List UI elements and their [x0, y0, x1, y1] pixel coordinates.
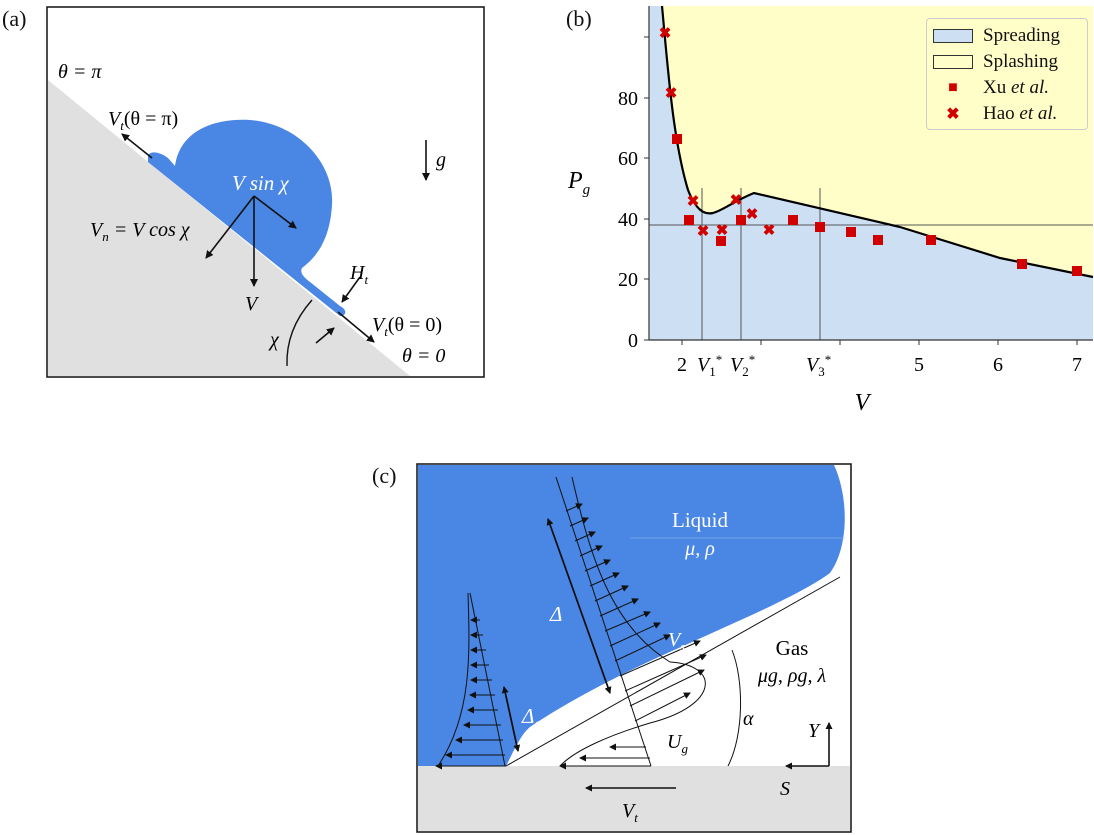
panel-a-diagram: θ = π Vt(θ = π) V sin χ Vn = V cos χ V g…	[46, 6, 485, 378]
xtick-v2: V2*	[730, 352, 755, 379]
ug-label: Ug	[667, 731, 688, 756]
g-label: g	[436, 149, 446, 171]
splashing-swatch	[933, 55, 973, 69]
legend-item-splashing: Splashing	[933, 49, 1081, 75]
boundary-curve	[660, 5, 1094, 279]
legend-suffix: et al.	[1006, 77, 1049, 98]
legend-label: Splashing	[983, 51, 1058, 72]
delta-a-label: Δa	[521, 704, 541, 732]
legend-label: Hao	[983, 103, 1015, 124]
vt-label: Vt	[622, 800, 638, 825]
ytick: 0	[628, 330, 638, 352]
legend-label: Spreading	[983, 25, 1061, 46]
liquid-drop	[148, 119, 346, 316]
xtick-v3: V3*	[806, 352, 831, 379]
panel-a-label: (a)	[2, 6, 27, 31]
panel-b-label: (b)	[566, 6, 592, 31]
ytick: 80	[618, 88, 638, 110]
xtick: 6	[993, 354, 1003, 376]
legend-label: Xu	[983, 77, 1007, 98]
vs-label: Vs	[668, 629, 685, 654]
gas-label: Gas	[776, 636, 809, 660]
xtick: 2	[677, 354, 687, 376]
svg-text:✖: ✖	[716, 223, 729, 239]
theta-0-label: θ = 0	[402, 345, 445, 367]
xtick: 7	[1072, 354, 1082, 376]
vsin-label: V sin χ	[232, 171, 289, 195]
legend-item-spreading: Spreading	[933, 23, 1081, 49]
panel-c-diagram: Liquid μ, ρ Gas μg, ρg, λ Δ Δa Vs Ug α Y…	[416, 463, 852, 833]
x-axis-label: V	[855, 390, 872, 416]
gas-props-label: μg, ρg, λ	[757, 665, 827, 687]
liquid-region	[418, 465, 845, 766]
v-label: V	[245, 293, 260, 315]
liquid-label: Liquid	[672, 508, 728, 532]
xtick-v1: V1*	[697, 352, 722, 379]
vt-pi-label: Vt(θ = π)	[108, 108, 178, 133]
cross-marker-icon: ✖	[946, 106, 960, 123]
s-axis-label: S	[780, 778, 790, 800]
theta-pi-label: θ = π	[58, 61, 102, 83]
ytick: 60	[618, 148, 638, 170]
ytick: 20	[618, 269, 638, 291]
vt-0-label: Vt(θ = 0)	[372, 314, 442, 339]
svg-text:✖: ✖	[659, 26, 672, 42]
spreading-swatch	[933, 29, 973, 43]
delta-label: Δ	[549, 602, 562, 626]
ytick: 40	[618, 209, 638, 231]
legend-suffix: et al.	[1014, 103, 1058, 124]
alpha-label: α	[743, 708, 754, 730]
svg-text:✖: ✖	[687, 194, 700, 210]
svg-text:✖: ✖	[763, 223, 776, 239]
legend-item-xu: ■ Xu et al.	[933, 75, 1081, 101]
hao-series: ✖ ✖ ✖ ✖ ✖ ✖ ✖ ✖	[659, 26, 776, 240]
ht-label: Ht	[349, 262, 368, 287]
square-marker-icon: ■	[948, 79, 958, 96]
y-axis-label: Y	[808, 720, 821, 742]
spreading-region	[649, 6, 1093, 340]
vn-label: Vn = V cos χ	[90, 219, 191, 244]
chi-label: χ	[268, 329, 280, 351]
xtick: 5	[914, 354, 924, 376]
svg-text:✖: ✖	[746, 207, 759, 223]
svg-text:✖: ✖	[665, 86, 678, 102]
xu-series	[672, 134, 1082, 276]
svg-text:✖: ✖	[730, 193, 743, 209]
y-axis-label: Pg	[567, 168, 591, 198]
liquid-props-label: μ, ρ	[684, 538, 715, 560]
svg-text:✖: ✖	[697, 224, 710, 240]
legend-item-hao: ✖ Hao et al.	[933, 101, 1081, 127]
panel-c-label: (c)	[372, 463, 397, 488]
chart-legend: Spreading Splashing ■ Xu et al. ✖ Hao et…	[926, 18, 1088, 130]
